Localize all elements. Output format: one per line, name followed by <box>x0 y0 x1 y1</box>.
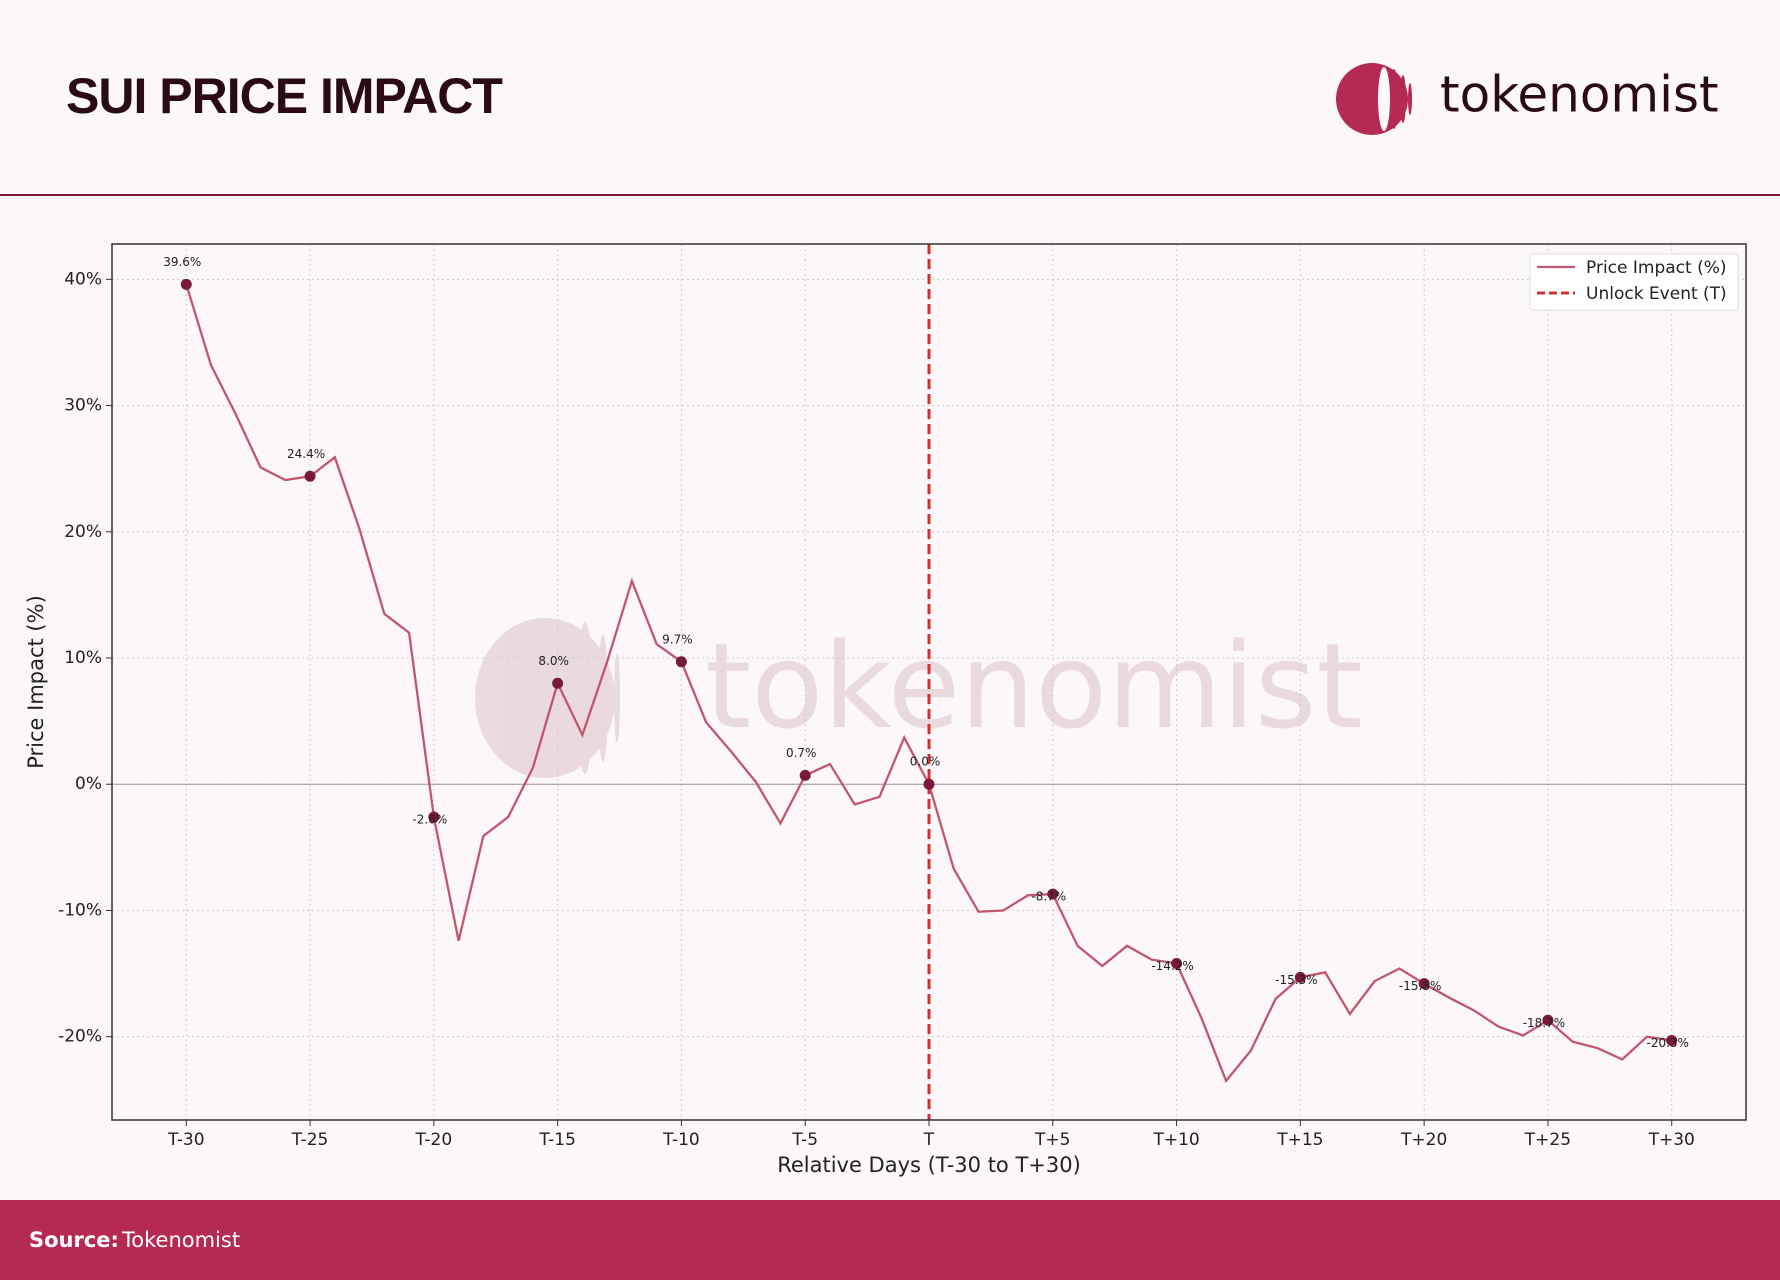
page-title: SUI PRICE IMPACT <box>66 68 502 124</box>
x-tick-label: T-30 <box>167 1130 205 1150</box>
marker <box>1666 1034 1678 1046</box>
data-label: 0.7% <box>786 746 817 760</box>
data-label: -18.7% <box>1523 1016 1565 1030</box>
watermark <box>475 618 620 778</box>
data-label: 39.6% <box>163 255 201 269</box>
x-tick-label: T <box>923 1130 935 1150</box>
y-tick-label: -20% <box>58 1027 102 1047</box>
data-label: -15.8% <box>1399 979 1441 993</box>
x-tick-label: T-5 <box>791 1130 818 1150</box>
marker <box>675 656 687 668</box>
y-tick-label: 0% <box>75 774 102 794</box>
watermark-shape <box>577 622 593 774</box>
legend-label: Price Impact (%) <box>1586 258 1727 278</box>
logo-text: tokenomist <box>1440 66 1719 124</box>
marker <box>552 677 564 689</box>
data-label: 0.0% <box>910 755 941 769</box>
x-tick-label: T-20 <box>415 1130 453 1150</box>
data-label: 9.7% <box>662 632 693 646</box>
y-tick-label: -10% <box>58 900 102 920</box>
legend-box <box>1529 253 1739 311</box>
y-tick-label: 30% <box>64 396 102 416</box>
marker <box>304 470 316 482</box>
footer-source: Tokenomist <box>121 1228 240 1252</box>
x-tick-label: T+30 <box>1648 1130 1695 1150</box>
y-tick-label: 10% <box>64 648 102 668</box>
y-tick-label: 40% <box>64 269 102 289</box>
y-tick-label: 20% <box>64 522 102 542</box>
marker <box>1294 971 1306 983</box>
marker <box>923 778 935 790</box>
x-tick-label: T-25 <box>291 1130 329 1150</box>
data-label: 24.4% <box>287 447 325 461</box>
x-tick-label: T+20 <box>1400 1130 1447 1150</box>
watermark-shape <box>614 653 620 743</box>
logo-mark <box>1336 63 1412 135</box>
marker <box>180 278 192 290</box>
legend-label: Unlock Event (T) <box>1586 284 1727 304</box>
marker <box>799 769 811 781</box>
watermark-shape <box>598 634 608 762</box>
data-label: 8.0% <box>538 654 569 668</box>
x-tick-label: T+10 <box>1152 1130 1199 1150</box>
watermark-text: tokenomist <box>705 617 1363 755</box>
x-tick-label: T+5 <box>1034 1130 1070 1150</box>
footer-label: Source: <box>29 1228 119 1252</box>
y-axis-label: Price Impact (%) <box>24 595 48 769</box>
watermark-shape <box>475 618 615 778</box>
x-tick-label: T-10 <box>662 1130 700 1150</box>
marker <box>1418 978 1430 990</box>
x-axis-label: Relative Days (T-30 to T+30) <box>777 1153 1081 1177</box>
data-label: -14.2% <box>1151 959 1193 973</box>
marker <box>428 811 440 823</box>
x-tick-label: T+15 <box>1276 1130 1323 1150</box>
marker <box>1542 1014 1554 1026</box>
data-label: -8.7% <box>1031 890 1066 904</box>
x-tick-label: T-15 <box>538 1130 576 1150</box>
data-label: -2.6% <box>412 813 447 827</box>
footer-band <box>0 1200 1780 1280</box>
plot-frame <box>111 243 1747 1121</box>
data-label: -15.3% <box>1275 973 1317 987</box>
x-tick-label: T+25 <box>1524 1130 1571 1150</box>
data-label: -20.3% <box>1647 1036 1689 1050</box>
marker <box>1171 957 1183 969</box>
marker <box>1047 888 1059 900</box>
